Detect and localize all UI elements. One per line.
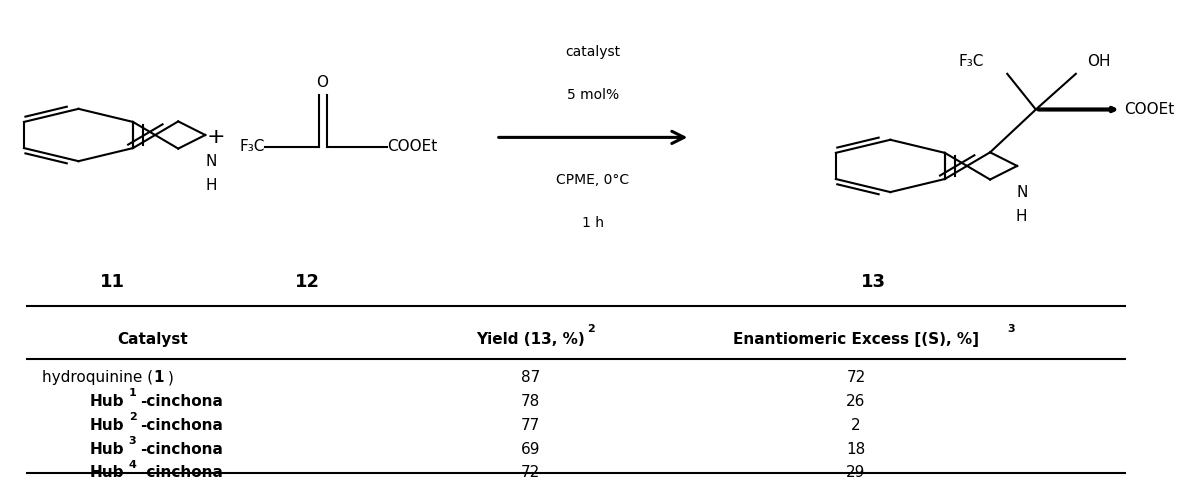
Text: 12: 12 bbox=[295, 274, 319, 292]
Text: 29: 29 bbox=[846, 465, 866, 480]
Text: 11: 11 bbox=[101, 274, 125, 292]
Text: F₃C: F₃C bbox=[959, 54, 984, 69]
Text: Hub: Hub bbox=[90, 418, 124, 433]
Text: 2: 2 bbox=[852, 418, 861, 433]
Text: 1: 1 bbox=[129, 388, 136, 399]
Text: 26: 26 bbox=[846, 394, 866, 409]
Text: Hub: Hub bbox=[90, 394, 124, 409]
Text: -cinchona: -cinchona bbox=[141, 441, 224, 456]
Text: Hub: Hub bbox=[90, 441, 124, 456]
Text: 77: 77 bbox=[521, 418, 539, 433]
Text: 1 h: 1 h bbox=[582, 216, 605, 230]
Text: 4: 4 bbox=[129, 460, 137, 470]
Text: -cinchona: -cinchona bbox=[141, 465, 224, 480]
Text: catalyst: catalyst bbox=[565, 45, 621, 59]
Text: 3: 3 bbox=[129, 436, 136, 446]
Text: Hub: Hub bbox=[90, 465, 124, 480]
Text: Catalyst: Catalyst bbox=[117, 332, 188, 347]
Text: 69: 69 bbox=[521, 441, 539, 456]
Text: 13: 13 bbox=[861, 274, 886, 292]
Text: -cinchona: -cinchona bbox=[141, 418, 224, 433]
Text: OH: OH bbox=[1087, 54, 1111, 69]
Text: H: H bbox=[205, 178, 216, 193]
Text: +: + bbox=[206, 127, 225, 147]
Text: 72: 72 bbox=[521, 465, 539, 480]
Text: Enantiomeric Excess [(S), %]: Enantiomeric Excess [(S), %] bbox=[733, 332, 980, 347]
Text: Yield (13, %): Yield (13, %) bbox=[476, 332, 584, 347]
Text: hydroquinine (: hydroquinine ( bbox=[41, 370, 153, 385]
Text: H: H bbox=[1016, 209, 1028, 224]
Text: 72: 72 bbox=[846, 370, 866, 385]
Text: ): ) bbox=[168, 370, 174, 385]
Text: 2: 2 bbox=[587, 324, 595, 334]
Text: 3: 3 bbox=[1007, 324, 1015, 334]
Text: COOEt: COOEt bbox=[387, 139, 438, 155]
Text: 5 mol%: 5 mol% bbox=[567, 87, 619, 102]
Text: N: N bbox=[206, 154, 216, 169]
Text: N: N bbox=[1016, 185, 1027, 200]
Text: F₃C: F₃C bbox=[239, 139, 265, 155]
Text: O: O bbox=[316, 75, 328, 90]
Text: COOEt: COOEt bbox=[1124, 102, 1174, 117]
Text: 2: 2 bbox=[129, 412, 136, 422]
Text: 78: 78 bbox=[521, 394, 539, 409]
Text: -cinchona: -cinchona bbox=[141, 394, 224, 409]
Text: 1: 1 bbox=[153, 370, 163, 385]
Text: 18: 18 bbox=[846, 441, 866, 456]
Text: 87: 87 bbox=[521, 370, 539, 385]
Text: CPME, 0°C: CPME, 0°C bbox=[556, 173, 629, 187]
